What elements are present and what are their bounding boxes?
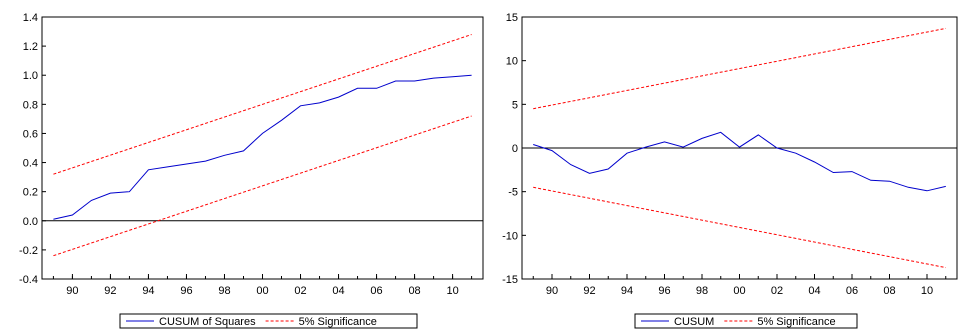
cusum-series-line bbox=[533, 131, 946, 192]
x-tick-label: 96 bbox=[658, 285, 670, 297]
y-tick-label: -0.4 bbox=[19, 274, 38, 286]
cusum-series-line bbox=[53, 74, 472, 220]
x-tick-label: 92 bbox=[104, 285, 116, 297]
x-tick-label: 02 bbox=[294, 285, 306, 297]
y-tick-label: 0.4 bbox=[23, 158, 38, 170]
y-tick-label: -15 bbox=[502, 274, 518, 286]
x-tick-label: 08 bbox=[408, 285, 420, 297]
cusum-of-squares-chart: -0.4 -0.2 0.0 0.2 0.4 0.6 0.8 1.0 1.2 1.4 90 92 94 96… bbox=[19, 12, 484, 329]
y-tick-label: 0.6 bbox=[23, 128, 38, 140]
y-tick-label: 5 bbox=[512, 99, 518, 111]
x-tick-label: 04 bbox=[808, 285, 820, 297]
y-tick-label: -5 bbox=[508, 187, 518, 199]
x-tick-label: 04 bbox=[332, 285, 344, 297]
legend: CUSUM 5% Significance bbox=[634, 313, 858, 329]
y-tick-label: 0 bbox=[512, 143, 518, 155]
significance-bound-line bbox=[53, 34, 472, 175]
x-tick-label: 92 bbox=[583, 285, 595, 297]
x-tick-label: 90 bbox=[66, 285, 78, 297]
x-tick-label: 90 bbox=[546, 285, 558, 297]
x-tick-label: 10 bbox=[446, 285, 458, 297]
y-tick-label: 0.8 bbox=[23, 99, 38, 111]
x-tick-label: 94 bbox=[142, 285, 154, 297]
legend-label: CUSUM bbox=[674, 316, 714, 328]
x-tick-label: 96 bbox=[180, 285, 192, 297]
cusum-chart: -15 -10 -5 0 5 10 15 90 92 94 96 98 00 02 04 06 08 10 CUSU… bbox=[502, 12, 958, 329]
x-tick-label: 00 bbox=[256, 285, 268, 297]
y-tick-label: -0.2 bbox=[19, 245, 38, 257]
plot-frame bbox=[41, 16, 484, 280]
x-tick-label: 02 bbox=[771, 285, 783, 297]
y-tick-label: 0.0 bbox=[23, 216, 38, 228]
y-tick-label: 15 bbox=[506, 12, 518, 24]
significance-bound-line bbox=[53, 115, 472, 257]
y-tick-label: -10 bbox=[502, 230, 518, 242]
significance-bound-line bbox=[533, 27, 946, 110]
x-tick-label: 06 bbox=[846, 285, 858, 297]
x-tick-label: 10 bbox=[921, 285, 933, 297]
x-tick-label: 06 bbox=[370, 285, 382, 297]
x-tick-label: 94 bbox=[621, 285, 633, 297]
x-tick-label: 98 bbox=[218, 285, 230, 297]
y-tick-label: 1.4 bbox=[23, 12, 38, 24]
legend-label: CUSUM of Squares bbox=[159, 316, 256, 328]
y-tick-label: 1.2 bbox=[23, 41, 38, 53]
x-tick-label: 00 bbox=[733, 285, 745, 297]
legend: CUSUM of Squares 5% Significance bbox=[119, 313, 418, 329]
legend-label: 5% Significance bbox=[299, 316, 377, 328]
x-tick-label: 08 bbox=[883, 285, 895, 297]
y-tick-label: 0.2 bbox=[23, 187, 38, 199]
significance-bound-line bbox=[533, 186, 946, 269]
y-tick-label: 10 bbox=[506, 56, 518, 68]
x-tick-label: 98 bbox=[696, 285, 708, 297]
legend-label: 5% Significance bbox=[757, 316, 835, 328]
y-tick-label: 1.0 bbox=[23, 70, 38, 82]
